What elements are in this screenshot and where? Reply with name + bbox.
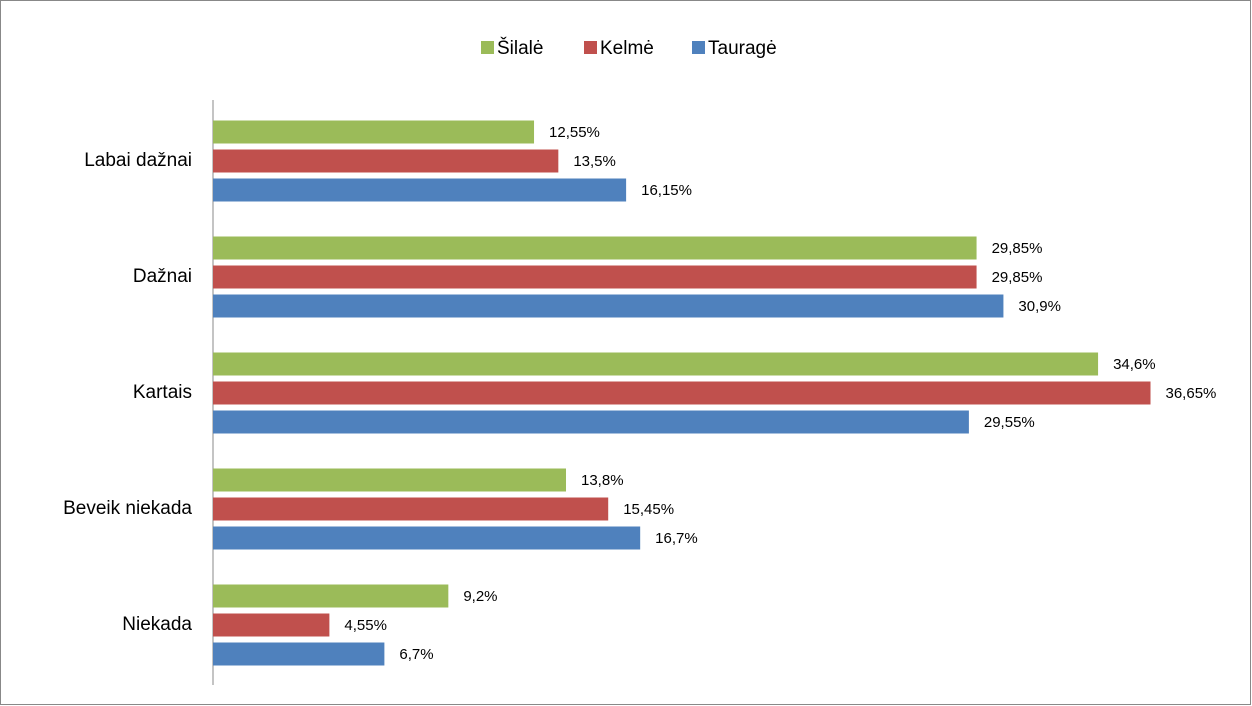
data-label: 9,2% [463, 588, 497, 605]
bar [213, 265, 977, 289]
data-label: 30,9% [1018, 298, 1061, 315]
category-label: Beveik niekada [63, 498, 192, 519]
bar [213, 497, 609, 521]
category-label: Niekada [122, 614, 192, 635]
category-label: Dažnai [133, 266, 192, 287]
bar [213, 352, 1099, 376]
bar [213, 381, 1151, 405]
bar [213, 468, 567, 492]
bar [213, 149, 559, 173]
category-label: Labai dažnai [84, 150, 192, 171]
bar [213, 613, 330, 637]
data-label: 36,65% [1166, 385, 1217, 402]
data-label: 13,8% [581, 472, 624, 489]
data-label: 29,55% [984, 414, 1035, 431]
data-label: 15,45% [623, 501, 674, 518]
bar [213, 236, 977, 260]
bar [213, 120, 535, 144]
data-label: 6,7% [399, 646, 433, 663]
data-label: 16,7% [655, 530, 698, 547]
data-label: 29,85% [992, 269, 1043, 286]
bar [213, 526, 641, 550]
legend-label: Šilalė [497, 37, 543, 59]
legend-swatch [584, 41, 597, 54]
category-label: Kartais [133, 382, 192, 403]
data-label: 29,85% [992, 240, 1043, 257]
data-label: 34,6% [1113, 356, 1156, 373]
legend-swatch [692, 41, 705, 54]
data-label: 16,15% [641, 182, 692, 199]
data-label: 4,55% [344, 617, 387, 634]
bar [213, 410, 969, 434]
bar [213, 642, 385, 666]
data-label: 13,5% [573, 153, 616, 170]
bar [213, 584, 449, 608]
legend-label: Kelmė [600, 38, 654, 59]
bar [213, 294, 1004, 318]
legend-label: Tauragė [708, 38, 777, 59]
data-label: 12,55% [549, 124, 600, 141]
legend-swatch [481, 41, 494, 54]
bar [213, 178, 627, 202]
